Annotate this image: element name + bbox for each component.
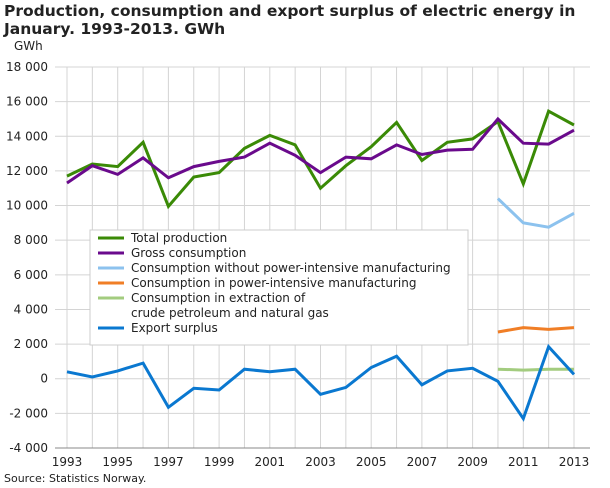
series-line — [497, 326, 575, 334]
y-tick-label: 0 — [40, 372, 48, 386]
y-tick-label: 14 000 — [6, 129, 48, 143]
x-tick-label: 2005 — [356, 455, 387, 469]
legend-label: Consumption in extraction of — [131, 291, 306, 305]
x-tick-label: 2011 — [508, 455, 539, 469]
series-line — [496, 197, 575, 229]
x-tick-label: 1993 — [52, 455, 83, 469]
legend-label: crude petroleum and natural gas — [131, 306, 329, 320]
x-tick-label: 1997 — [153, 455, 184, 469]
y-tick-label: 18 000 — [6, 60, 48, 74]
x-tick-label: 2003 — [305, 455, 336, 469]
legend-label: Export surplus — [131, 321, 218, 335]
legend-box — [89, 229, 469, 346]
x-tick-label: 2001 — [255, 455, 286, 469]
legend-label: Total production — [130, 231, 227, 245]
legend-label: Consumption without power-intensive manu… — [131, 261, 451, 275]
chart-title: Production, consumption and export surpl… — [4, 2, 576, 38]
y-tick-label: -4 000 — [9, 441, 48, 455]
x-tick-label: 1999 — [204, 455, 235, 469]
y-tick-label: 10 000 — [6, 199, 48, 213]
series-line — [66, 116, 575, 185]
y-tick-label: -2 000 — [9, 406, 48, 420]
x-tick-label: 2009 — [457, 455, 488, 469]
y-tick-label: 6 000 — [14, 268, 48, 282]
x-tick-label: 1995 — [102, 455, 133, 469]
y-tick-label: 2 000 — [14, 337, 48, 351]
series-line — [497, 367, 574, 372]
legend-label: Consumption in power-intensive manufactu… — [131, 276, 416, 290]
y-tick-label: 8 000 — [14, 233, 48, 247]
series-line — [66, 343, 576, 422]
y-tick-label: 12 000 — [6, 164, 48, 178]
y-tick-label: 4 000 — [14, 302, 48, 316]
y-axis-label: GWh — [14, 39, 43, 53]
y-tick-label: 16 000 — [6, 95, 48, 109]
legend-label: Gross consumption — [131, 246, 246, 260]
source-note: Source: Statistics Norway. — [4, 472, 147, 485]
x-tick-label: 2007 — [407, 455, 438, 469]
x-tick-label: 2013 — [559, 455, 590, 469]
